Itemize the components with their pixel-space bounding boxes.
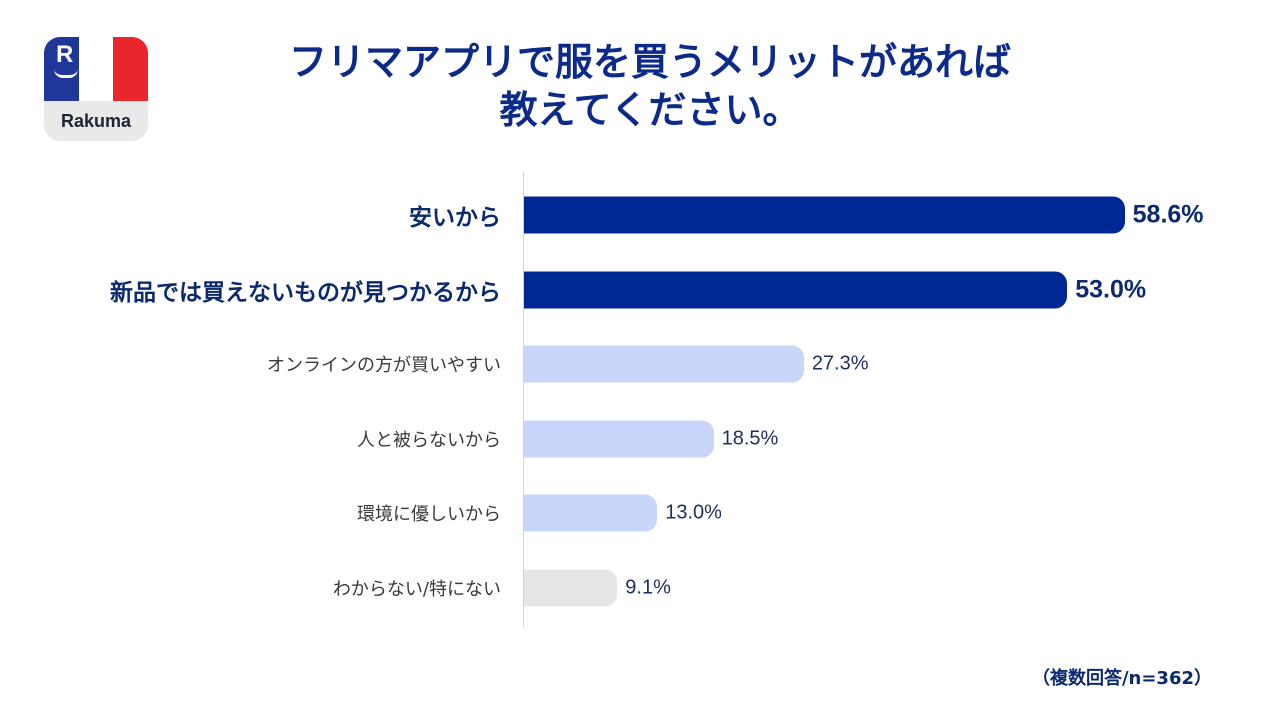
logo-brand-text: Rakuma bbox=[60, 110, 132, 131]
category-label: 新品では買えないものが見つかるから bbox=[110, 279, 501, 306]
bar bbox=[524, 196, 1125, 234]
sample-note: （複数回答/n=362） bbox=[1031, 668, 1212, 689]
value-label: 13.0% bbox=[665, 501, 722, 524]
category-label: 安いから bbox=[409, 205, 501, 231]
value-label: 18.5% bbox=[721, 427, 779, 450]
logo-brand-strip: Rakuma bbox=[44, 101, 148, 141]
category-label: わからない/特にない bbox=[332, 579, 501, 600]
category-label: 人と被らないから bbox=[357, 429, 501, 451]
bar bbox=[524, 271, 1068, 309]
flag-white-stripe bbox=[78, 37, 114, 101]
value-label: 53.0% bbox=[1075, 275, 1147, 304]
bar bbox=[524, 569, 618, 607]
flag-graphic bbox=[44, 37, 148, 101]
rakuma-logo: R Rakuma bbox=[44, 37, 148, 141]
value-label: 27.3% bbox=[811, 352, 869, 375]
chart-title-line-2: 教えてください。 bbox=[499, 88, 801, 132]
value-label: 9.1% bbox=[625, 576, 671, 599]
category-label: オンラインの方が買いやすい bbox=[267, 355, 501, 377]
y-axis-line bbox=[523, 172, 524, 627]
logo-swoosh bbox=[54, 69, 78, 78]
chart-title: フリマアプリで服を買うメリットがあれば 教えてください。 bbox=[160, 38, 1140, 134]
flag-red-stripe bbox=[113, 37, 148, 101]
bar bbox=[524, 494, 658, 532]
value-label: 58.6% bbox=[1132, 200, 1204, 229]
logo-r-mark: R bbox=[56, 41, 74, 68]
category-label: 環境に優しいから bbox=[357, 504, 501, 526]
bar bbox=[524, 420, 714, 458]
chart-title-line-1: フリマアプリで服を買うメリットがあれば bbox=[288, 40, 1011, 84]
bar bbox=[524, 345, 804, 383]
